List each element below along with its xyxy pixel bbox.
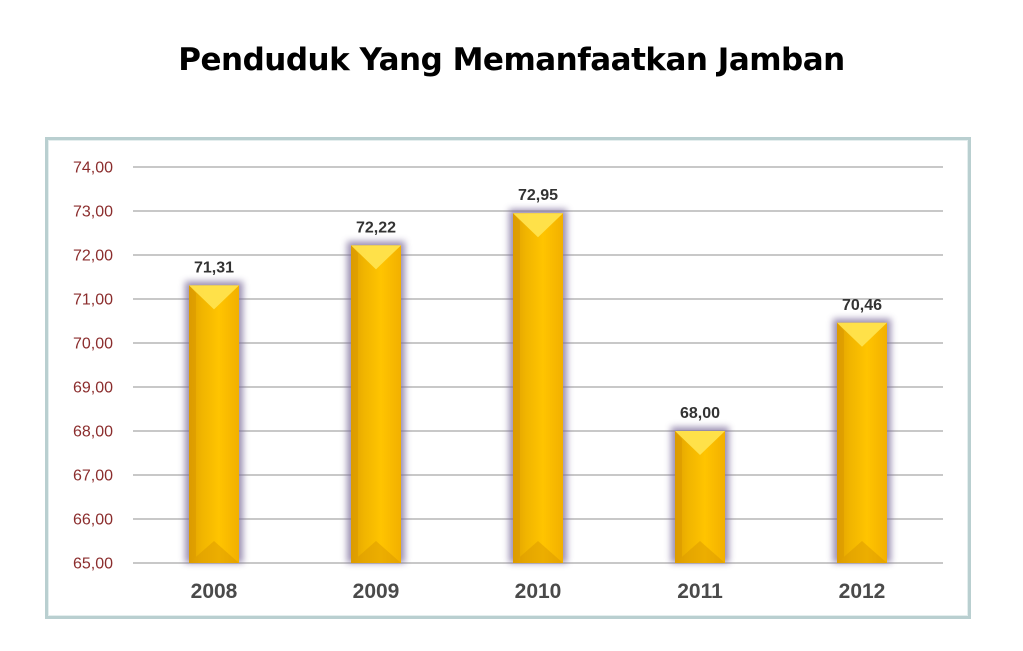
data-label-2012: 70,46 xyxy=(842,297,882,314)
bar-top-bevel-0 xyxy=(189,285,239,310)
bar-2011 xyxy=(671,427,729,563)
bar-2010 xyxy=(509,209,567,563)
bar-body-0 xyxy=(189,285,239,563)
y-tick-label-3: 68,00 xyxy=(73,424,113,441)
bar-bottom-bevel-2 xyxy=(513,541,563,563)
y-tick-label-9: 74,00 xyxy=(73,160,113,177)
y-tick-label-5: 70,00 xyxy=(73,336,113,353)
y-tick-label-0: 65,00 xyxy=(73,556,113,573)
y-tick-label-8: 73,00 xyxy=(73,204,113,221)
x-tick-label-2009: 2009 xyxy=(353,580,400,603)
y-tick-label-4: 69,00 xyxy=(73,380,113,397)
data-label-2008: 71,31 xyxy=(194,259,234,276)
y-tick-label-7: 72,00 xyxy=(73,248,113,265)
bar-bottom-bevel-1 xyxy=(351,541,401,563)
bar-top-bevel-4 xyxy=(837,322,887,347)
x-tick-label-2012: 2012 xyxy=(839,580,886,603)
bar-bottom-bevel-3 xyxy=(675,541,725,563)
bar-bottom-bevel-0 xyxy=(189,541,239,563)
y-tick-label-6: 71,00 xyxy=(73,292,113,309)
y-tick-label-2: 67,00 xyxy=(73,468,113,485)
x-tick-label-2010: 2010 xyxy=(515,580,562,603)
bar-left-facet-3 xyxy=(675,431,682,563)
bar-left-facet-4 xyxy=(837,322,844,563)
bar-body-2 xyxy=(513,213,563,563)
bar-body-1 xyxy=(351,245,401,563)
bar-left-facet-1 xyxy=(351,245,358,563)
bar-left-facet-2 xyxy=(513,213,520,563)
data-label-2010: 72,95 xyxy=(518,187,558,204)
x-tick-label-2008: 2008 xyxy=(191,580,238,603)
x-tick-label-2011: 2011 xyxy=(677,580,723,603)
page-title: Penduduk Yang Memanfaatkan Jamban xyxy=(178,42,845,78)
bar-2009 xyxy=(347,241,405,563)
bar-top-bevel-2 xyxy=(513,213,563,238)
data-label-2009: 72,22 xyxy=(356,219,396,236)
y-tick-label-1: 66,00 xyxy=(73,512,113,529)
bar-2012 xyxy=(833,318,891,563)
bar-bottom-bevel-4 xyxy=(837,541,887,563)
bar-top-bevel-1 xyxy=(351,245,401,270)
bar-top-bevel-3 xyxy=(675,431,725,455)
data-label-2011: 68,00 xyxy=(680,405,720,422)
bar-left-facet-0 xyxy=(189,285,196,563)
bar-body-4 xyxy=(837,322,887,563)
bar-2008 xyxy=(185,281,243,563)
